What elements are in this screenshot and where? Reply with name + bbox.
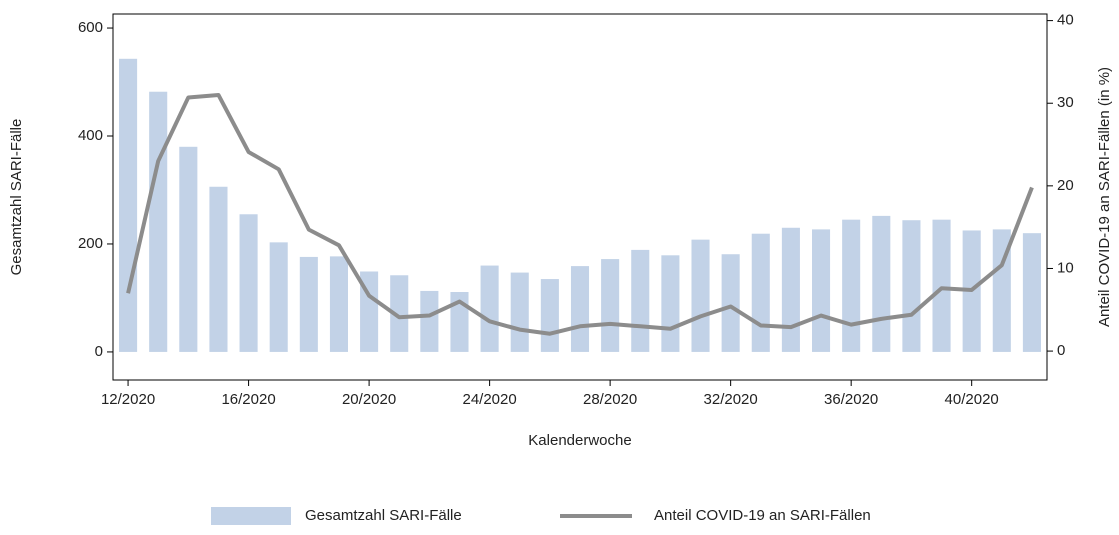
bar — [179, 146, 198, 352]
bar — [842, 219, 861, 352]
x-tick-label: 20/2020 — [342, 391, 396, 408]
bar — [239, 214, 258, 352]
bar — [631, 249, 650, 352]
y2-tick-label: 30 — [1057, 94, 1074, 111]
x-tick-label: 28/2020 — [583, 391, 637, 408]
y2-tick-label: 40 — [1057, 12, 1074, 29]
y2-axis-title: Anteil COVID-19 an SARI-Fällen (in %) — [1096, 67, 1113, 327]
bar — [872, 215, 891, 352]
bar — [992, 229, 1011, 352]
line — [126, 92, 1034, 336]
y-tick-label: 400 — [78, 127, 103, 144]
bar — [540, 279, 559, 352]
bar — [329, 256, 349, 352]
bar — [119, 58, 138, 352]
bar — [570, 266, 590, 352]
bar — [149, 91, 168, 352]
bar — [390, 275, 409, 352]
x-axis-title: Kalenderwoche — [528, 432, 631, 449]
bar — [510, 272, 529, 352]
bar — [1022, 233, 1041, 352]
x-tick-label: 36/2020 — [824, 391, 878, 408]
y2-tick-label: 20 — [1057, 177, 1074, 194]
x-tick-label: 16/2020 — [221, 391, 275, 408]
bar — [721, 254, 740, 352]
x-tick-label: 40/2020 — [945, 391, 999, 408]
bar — [751, 233, 770, 352]
x-tick-label: 12/2020 — [101, 391, 155, 408]
y-tick-label: 0 — [95, 343, 103, 360]
bar — [450, 292, 469, 352]
bar — [811, 229, 831, 352]
y-tick-label: 200 — [78, 235, 103, 252]
bar — [299, 256, 318, 352]
legend-swatch — [211, 507, 291, 525]
x-tick-label: 24/2020 — [462, 391, 516, 408]
y-axis-title: Gesamtzahl SARI-Fälle — [8, 119, 25, 276]
bar — [691, 239, 710, 352]
bar — [781, 227, 800, 352]
y2-tick-label: 0 — [1057, 342, 1065, 359]
y-tick-label: 600 — [78, 19, 103, 36]
bar — [902, 220, 921, 352]
x-tick-label: 32/2020 — [704, 391, 758, 408]
bar — [661, 255, 680, 352]
plot-frame — [112, 13, 1048, 381]
y2-tick-label: 10 — [1057, 259, 1074, 276]
legend-label: Gesamtzahl SARI-Fälle — [305, 507, 462, 524]
bar — [209, 186, 228, 352]
bar — [932, 219, 951, 352]
bar — [601, 259, 620, 352]
bar — [269, 242, 288, 352]
legend-label: Anteil COVID-19 an SARI-Fällen — [654, 507, 871, 524]
bar — [480, 265, 499, 352]
bar — [420, 290, 439, 352]
